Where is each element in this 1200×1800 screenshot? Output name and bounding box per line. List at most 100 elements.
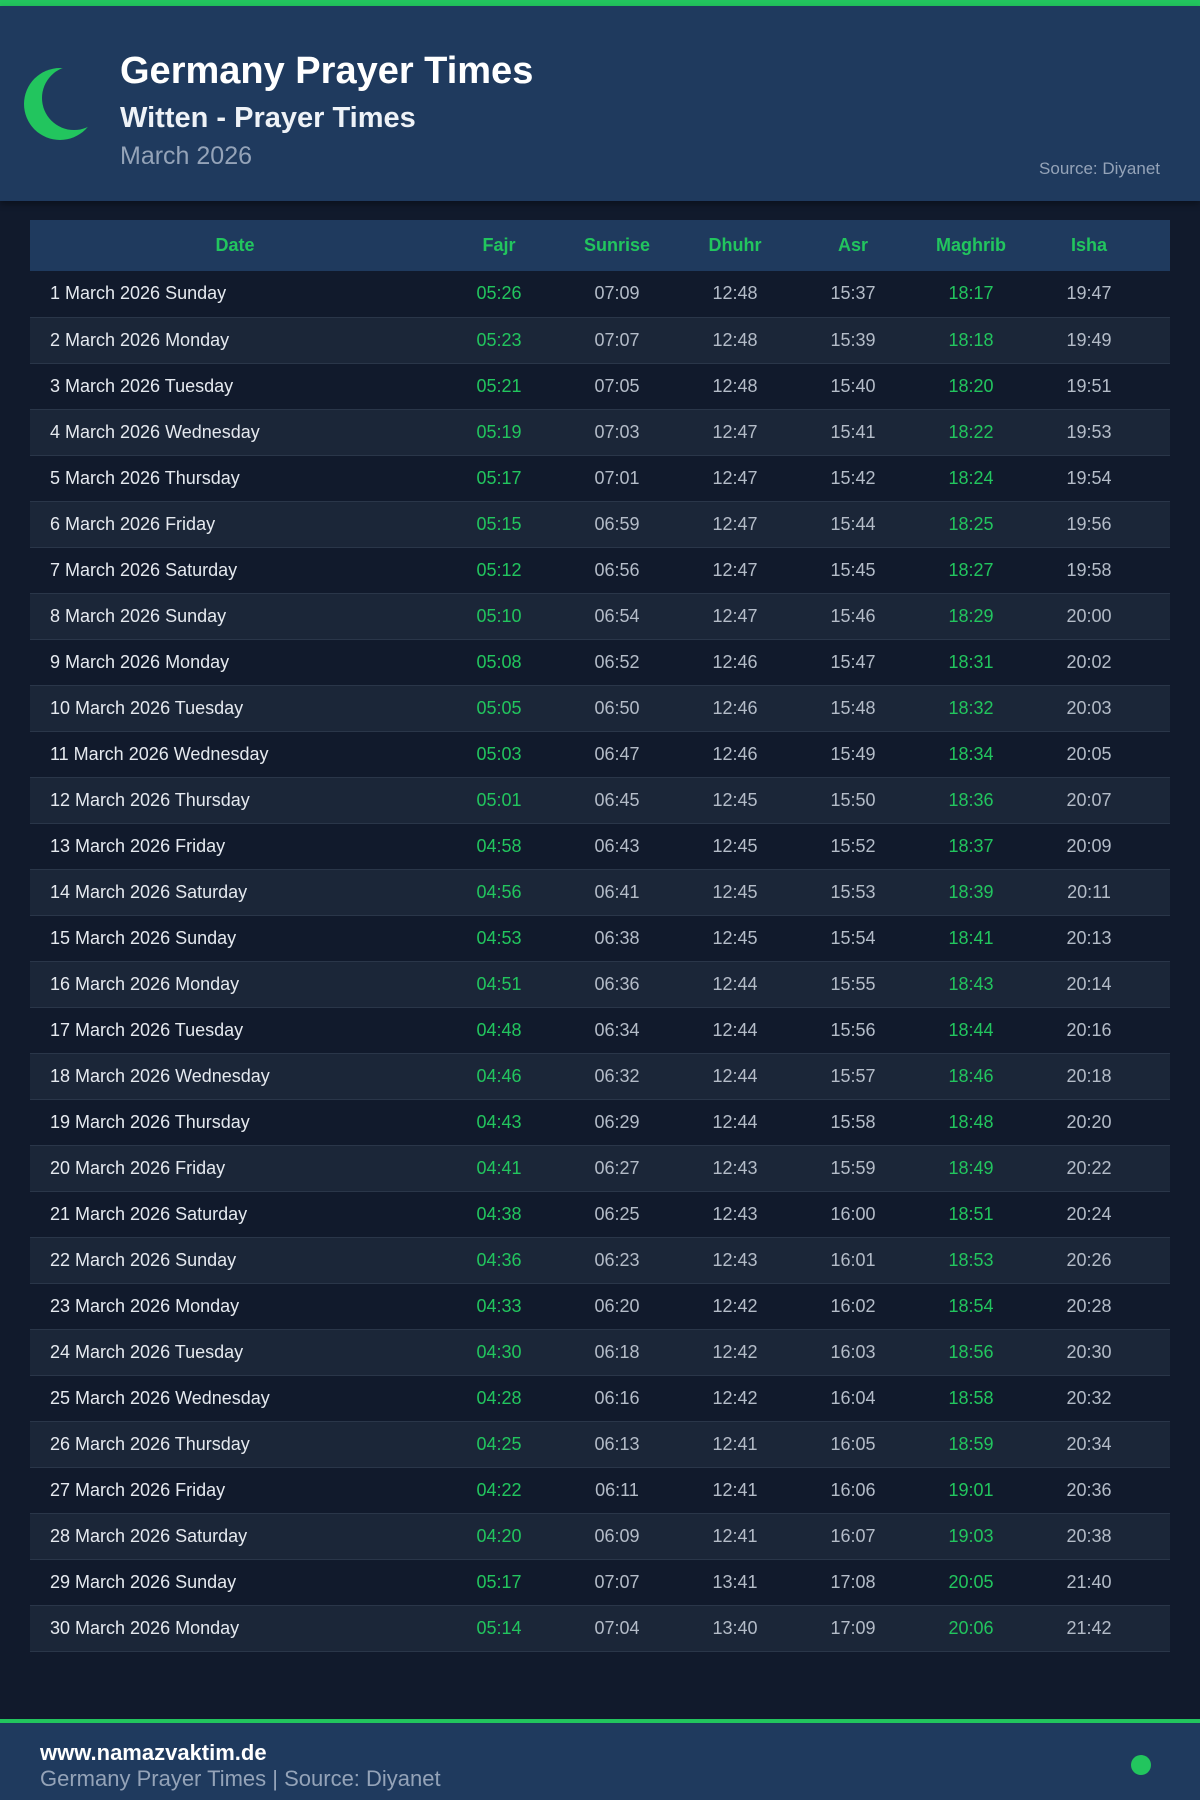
cell-dhuhr: 12:45	[712, 927, 758, 948]
cell-sunrise: 06:27	[594, 1157, 640, 1178]
cell-dhuhr: 12:46	[712, 697, 758, 718]
cell-asr: 16:03	[830, 1341, 876, 1362]
cell-date: 23 March 2026 Monday	[50, 1295, 240, 1316]
cell-asr: 15:45	[830, 559, 876, 580]
top-accent-bar	[0, 0, 1200, 6]
cell-isha: 20:24	[1066, 1203, 1112, 1224]
cell-sunrise: 06:29	[594, 1111, 640, 1132]
cell-fajr: 05:19	[476, 421, 522, 442]
cell-date: 4 March 2026 Wednesday	[50, 421, 260, 442]
table-row: 29 March 2026 Sunday 05:17 07:07 13:41 17:08…	[30, 1559, 1170, 1605]
cell-sunrise: 06:11	[595, 1479, 639, 1500]
cell-date: 20 March 2026 Friday	[50, 1157, 226, 1178]
cell-dhuhr: 12:43	[712, 1203, 758, 1224]
cell-spacer	[1148, 1237, 1170, 1283]
column-header-asr: Asr	[837, 235, 868, 255]
cell-date: 7 March 2026 Saturday	[50, 559, 238, 580]
cell-maghrib: 19:03	[948, 1525, 994, 1546]
cell-isha: 19:54	[1066, 467, 1112, 488]
cell-spacer	[1148, 1513, 1170, 1559]
source-label: Source: Diyanet	[1039, 159, 1160, 178]
cell-dhuhr: 12:45	[712, 835, 758, 856]
cell-asr: 16:02	[830, 1295, 876, 1316]
cell-dhuhr: 12:47	[712, 467, 758, 488]
cell-sunrise: 06:41	[594, 881, 640, 902]
cell-date: 8 March 2026 Sunday	[50, 605, 227, 626]
cell-isha: 20:11	[1067, 881, 1111, 902]
cell-maghrib: 20:05	[948, 1571, 994, 1592]
cell-fajr: 05:08	[476, 651, 522, 672]
cell-maghrib: 18:22	[948, 421, 994, 442]
table-row: 5 March 2026 Thursday 05:17 07:01 12:47 15:4…	[30, 455, 1170, 501]
cell-fajr: 05:26	[476, 283, 522, 304]
cell-isha: 20:22	[1066, 1157, 1112, 1178]
cell-spacer	[1148, 1559, 1170, 1605]
table-row: 13 March 2026 Friday 04:58 06:43 12:45 15:52…	[30, 823, 1170, 869]
cell-maghrib: 18:56	[948, 1341, 994, 1362]
table-header-row: Date Fajr Sunrise Dhuhr Asr Maghrib Isha	[30, 220, 1170, 271]
cell-spacer	[1148, 1329, 1170, 1375]
cell-asr: 15:56	[830, 1019, 876, 1040]
month-label: March 2026	[120, 142, 253, 170]
cell-spacer	[1148, 1007, 1170, 1053]
cell-isha: 19:53	[1066, 421, 1112, 442]
cell-maghrib: 18:53	[948, 1249, 994, 1270]
cell-sunrise: 07:07	[594, 329, 640, 350]
cell-maghrib: 19:01	[948, 1479, 994, 1500]
cell-asr: 15:37	[830, 283, 876, 304]
cell-sunrise: 06:59	[594, 513, 640, 534]
cell-isha: 20:30	[1066, 1341, 1112, 1362]
cell-spacer	[1148, 1145, 1170, 1191]
cell-date: 24 March 2026 Tuesday	[50, 1341, 244, 1362]
cell-isha: 20:02	[1066, 651, 1112, 672]
cell-sunrise: 07:01	[594, 467, 640, 488]
cell-isha: 19:56	[1066, 513, 1112, 534]
cell-maghrib: 18:25	[948, 513, 994, 534]
cell-fajr: 04:43	[476, 1111, 522, 1132]
cell-maghrib: 18:20	[948, 375, 994, 396]
cell-sunrise: 06:56	[594, 559, 640, 580]
cell-date: 28 March 2026 Saturday	[50, 1525, 248, 1546]
cell-date: 15 March 2026 Sunday	[50, 927, 237, 948]
website-link[interactable]: www.namazvaktim.de	[40, 1740, 267, 1765]
cell-maghrib: 18:44	[948, 1019, 994, 1040]
cell-maghrib: 20:06	[948, 1617, 994, 1638]
cell-asr: 16:05	[830, 1433, 876, 1454]
cell-sunrise: 07:09	[594, 283, 640, 304]
cell-spacer	[1148, 1099, 1170, 1145]
cell-dhuhr: 12:48	[712, 283, 758, 304]
cell-fajr: 04:46	[476, 1065, 522, 1086]
table-row: 8 March 2026 Sunday 05:10 06:54 12:47 15:46 1…	[30, 593, 1170, 639]
cell-isha: 20:13	[1066, 927, 1112, 948]
cell-date: 22 March 2026 Sunday	[50, 1249, 237, 1270]
cell-asr: 15:39	[830, 329, 876, 350]
cell-spacer	[1148, 1421, 1170, 1467]
cell-isha: 21:42	[1066, 1617, 1112, 1638]
cell-fajr: 04:58	[476, 835, 522, 856]
cell-fajr: 04:36	[476, 1249, 522, 1270]
cell-isha: 19:58	[1066, 559, 1112, 580]
cell-isha: 20:28	[1066, 1295, 1112, 1316]
cell-asr: 15:59	[830, 1157, 876, 1178]
cell-dhuhr: 13:40	[712, 1617, 758, 1638]
cell-sunrise: 06:20	[594, 1295, 640, 1316]
cell-asr: 15:50	[830, 789, 876, 810]
cell-date: 9 March 2026 Monday	[50, 651, 230, 672]
cell-fajr: 05:03	[476, 743, 522, 764]
table-row: 23 March 2026 Monday 04:33 06:20 12:42 16:02…	[30, 1283, 1170, 1329]
cell-dhuhr: 12:44	[712, 1065, 758, 1086]
cell-fajr: 04:48	[476, 1019, 522, 1040]
table-row: 12 March 2026 Thursday 05:01 06:45 12:45 15:…	[30, 777, 1170, 823]
cell-fajr: 05:01	[476, 789, 522, 810]
table-row: 22 March 2026 Sunday 04:36 06:23 12:43 16:01…	[30, 1237, 1170, 1283]
cell-maghrib: 18:34	[948, 743, 994, 764]
cell-spacer	[1148, 1191, 1170, 1237]
cell-date: 1 March 2026 Sunday	[50, 283, 227, 304]
cell-dhuhr: 12:47	[712, 421, 758, 442]
cell-asr: 15:47	[830, 651, 876, 672]
cell-asr: 15:57	[830, 1065, 876, 1086]
cell-date: 2 March 2026 Monday	[50, 329, 230, 350]
cell-sunrise: 06:18	[594, 1341, 640, 1362]
cell-date: 17 March 2026 Tuesday	[50, 1019, 244, 1040]
cell-isha: 20:38	[1066, 1525, 1112, 1546]
